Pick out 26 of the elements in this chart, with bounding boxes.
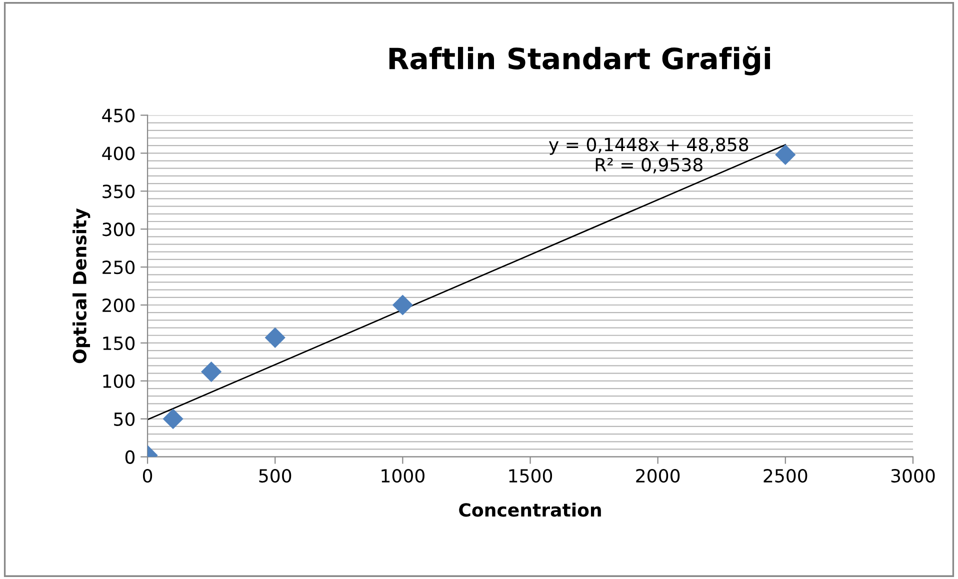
x-tick-label: 3000 bbox=[891, 468, 935, 483]
y-tick-label: 450 bbox=[102, 108, 135, 122]
y-tick-label: 150 bbox=[103, 336, 135, 350]
point bbox=[201, 362, 222, 382]
point bbox=[162, 408, 184, 430]
x-tick-label: 2500 bbox=[764, 468, 808, 483]
x-tick-label: 2000 bbox=[636, 468, 680, 483]
y-tick-label: 200 bbox=[102, 298, 135, 312]
x-tick-label: 1500 bbox=[509, 468, 552, 483]
chart-title: Raftlin Standart Grafiği bbox=[389, 46, 770, 76]
y-tick-label: 50 bbox=[114, 412, 135, 426]
x-tick-label: 500 bbox=[259, 468, 292, 483]
y-tick-label: 300 bbox=[102, 222, 135, 236]
point bbox=[775, 144, 796, 165]
x-tick-label: 0 bbox=[142, 468, 152, 483]
y-axis-title: Optical Density bbox=[72, 208, 90, 364]
point bbox=[392, 294, 413, 316]
y-tick-label: 0 bbox=[125, 450, 135, 464]
x-axis-title: Concentration bbox=[459, 502, 601, 517]
x-tick-label: 1000 bbox=[382, 468, 424, 483]
y-tick-label: 400 bbox=[102, 146, 135, 160]
point bbox=[264, 327, 286, 348]
y-tick-label: 100 bbox=[103, 374, 135, 388]
y-tick-label: 250 bbox=[102, 260, 135, 274]
y-tick-label: 350 bbox=[102, 184, 135, 198]
annotation: y = 0,1448x + 48,858 R² = 0,9538 bbox=[548, 138, 748, 174]
